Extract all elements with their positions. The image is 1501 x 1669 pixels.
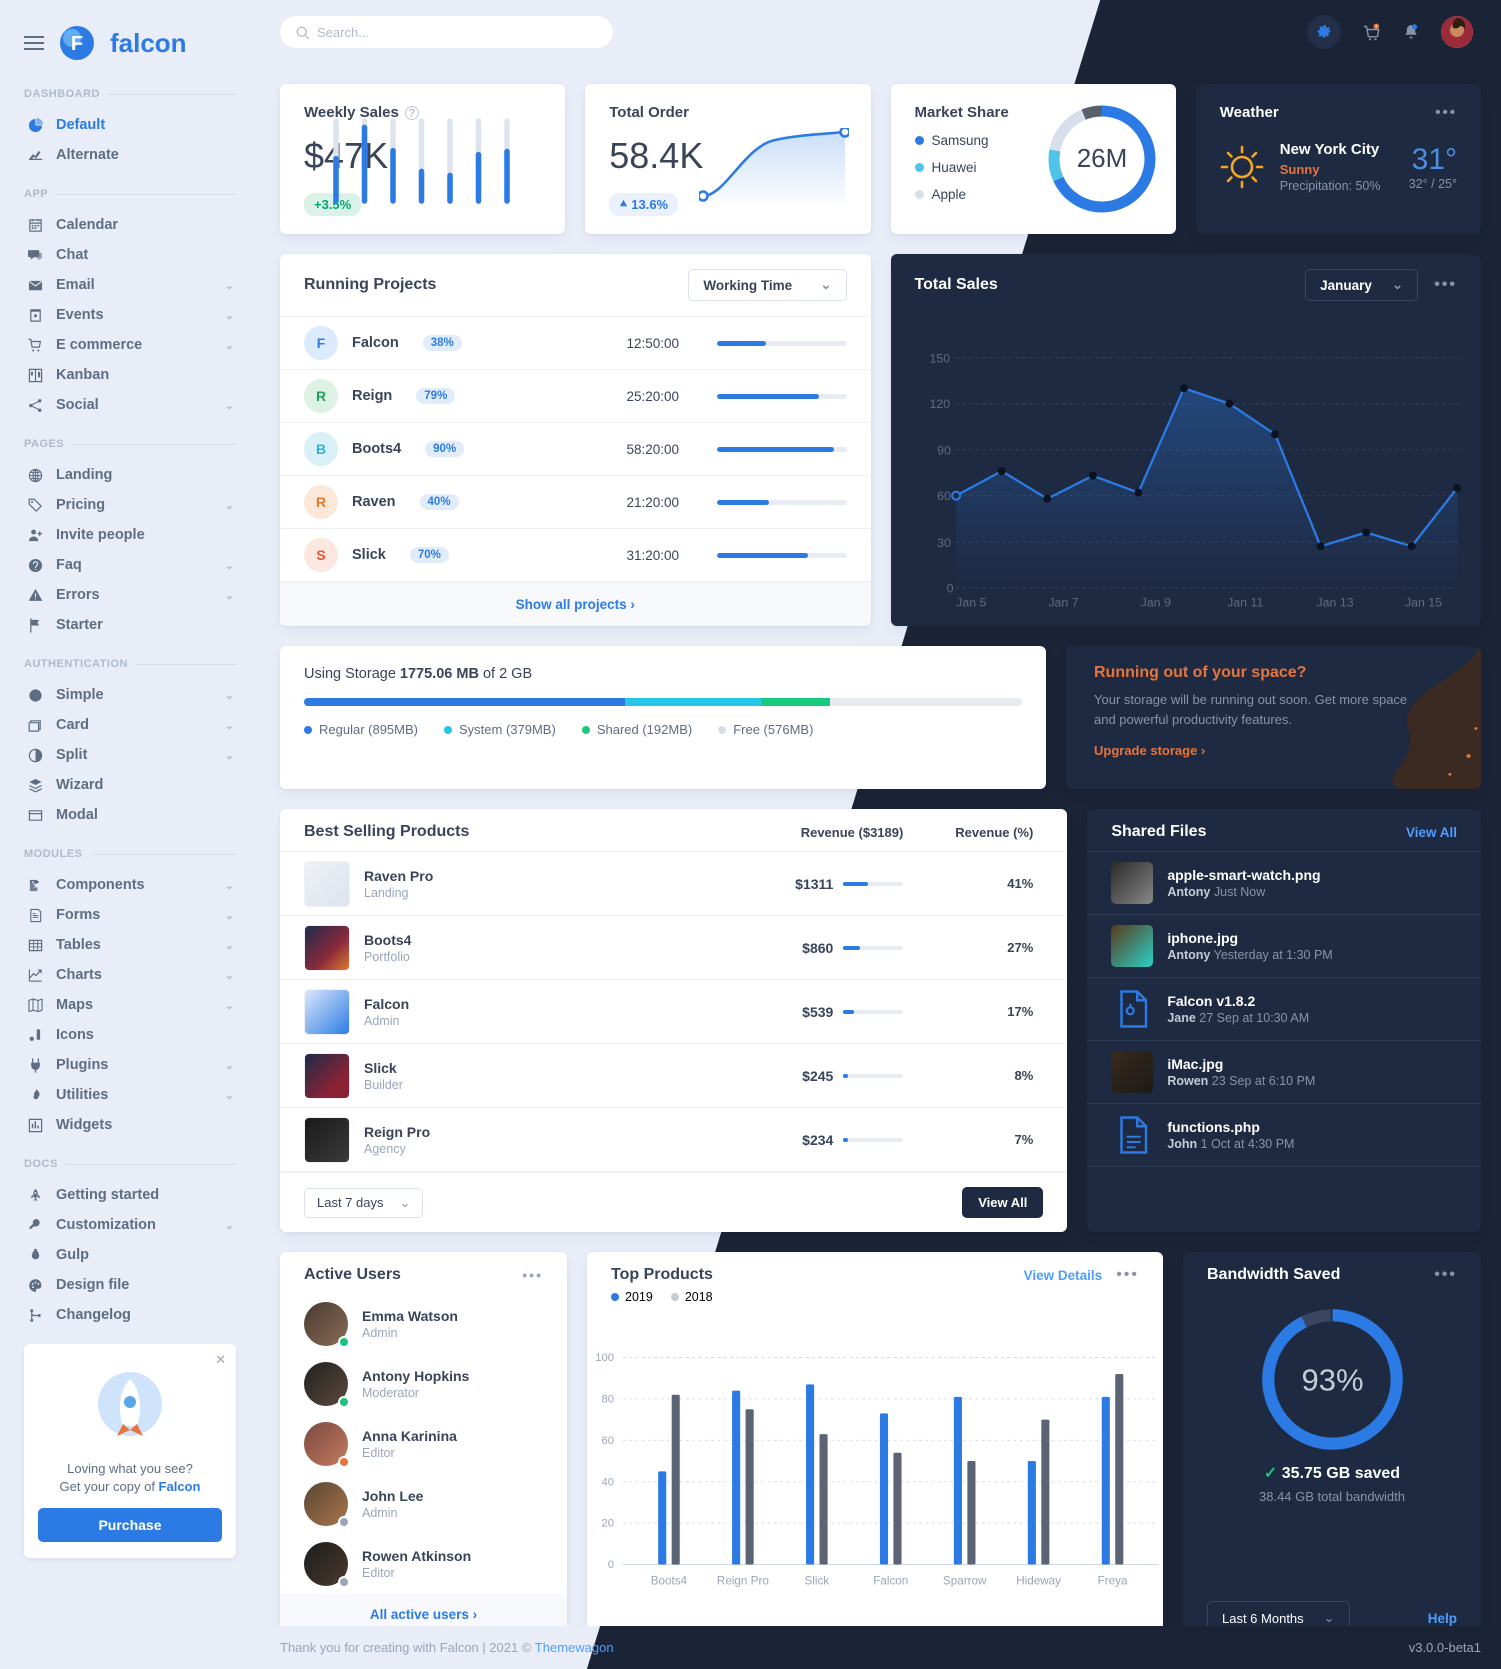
svg-text:Sparrow: Sparrow bbox=[943, 1574, 987, 1587]
svg-text:100: 100 bbox=[595, 1352, 614, 1364]
svg-text:Hideway: Hideway bbox=[1016, 1574, 1061, 1587]
svg-text:Jan 15: Jan 15 bbox=[1404, 596, 1441, 610]
svg-text:Boots4: Boots4 bbox=[651, 1574, 688, 1587]
svg-text:Jan 11: Jan 11 bbox=[1227, 596, 1263, 610]
svg-text:80: 80 bbox=[601, 1394, 614, 1406]
svg-text:1: 1 bbox=[1375, 25, 1377, 29]
svg-text:Reign Pro: Reign Pro bbox=[717, 1574, 769, 1587]
svg-text:93%: 93% bbox=[1301, 1363, 1363, 1398]
svg-text:60: 60 bbox=[601, 1435, 614, 1447]
svg-text:150: 150 bbox=[929, 351, 950, 365]
svg-text:Jan 13: Jan 13 bbox=[1316, 596, 1353, 610]
svg-text:90: 90 bbox=[937, 444, 951, 458]
svg-text:120: 120 bbox=[929, 397, 950, 411]
svg-text:0: 0 bbox=[946, 581, 953, 595]
svg-text:Falcon: Falcon bbox=[873, 1574, 908, 1587]
svg-text:Slick: Slick bbox=[804, 1574, 829, 1587]
svg-text:26M: 26M bbox=[1076, 143, 1127, 173]
svg-text:60: 60 bbox=[937, 489, 951, 503]
svg-text:30: 30 bbox=[937, 536, 951, 550]
svg-text:Jan 5: Jan 5 bbox=[956, 596, 986, 610]
svg-text:Jan 9: Jan 9 bbox=[1140, 596, 1170, 610]
svg-text:F: F bbox=[71, 33, 83, 55]
svg-text:20: 20 bbox=[601, 1518, 614, 1530]
svg-text:40: 40 bbox=[601, 1476, 614, 1488]
svg-text:0: 0 bbox=[608, 1559, 614, 1571]
svg-text:Jan 7: Jan 7 bbox=[1048, 596, 1078, 610]
svg-text:Freya: Freya bbox=[1098, 1574, 1128, 1587]
